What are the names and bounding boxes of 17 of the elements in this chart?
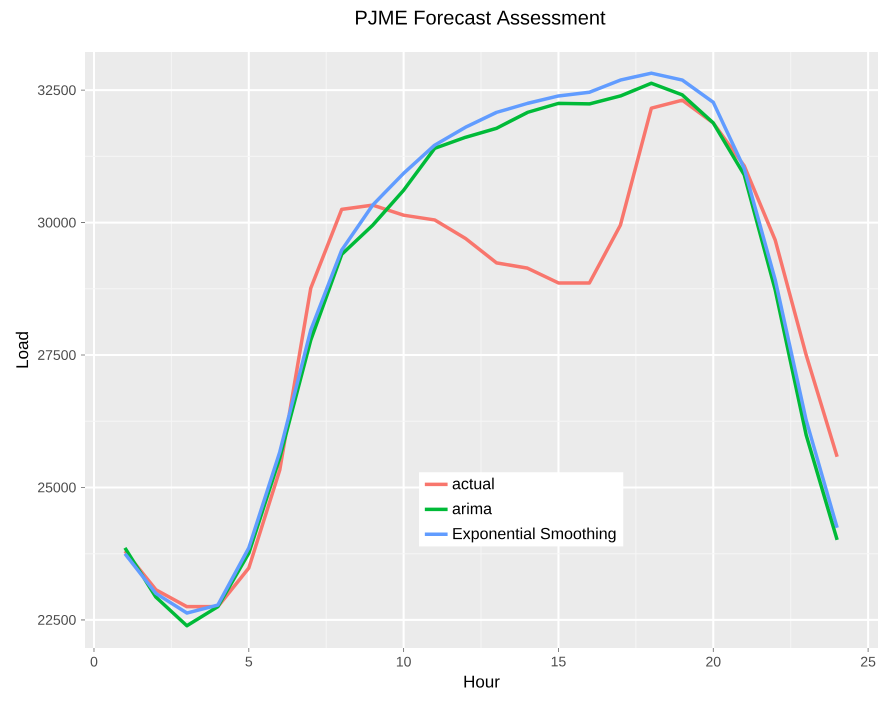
y-tick-label: 25000 — [38, 482, 76, 492]
x-tick-label: 15 — [552, 656, 566, 666]
x-tick-label: 5 — [245, 656, 252, 666]
y-tick-label: 30000 — [38, 218, 76, 228]
chart-title: PJME Forecast Assessment — [356, 10, 606, 25]
y-tick-label: 22500 — [38, 614, 76, 625]
legend-label: Exponential Smoothing — [453, 527, 616, 542]
x-tick-label: 20 — [706, 656, 721, 667]
legend-label: actual — [452, 478, 494, 490]
x-axis-title: Hour — [464, 676, 500, 688]
x-tick-label: 25 — [861, 656, 876, 667]
y-axis-title: Load — [16, 332, 28, 368]
x-tick-label: 0 — [90, 656, 98, 667]
legend-label: arima — [452, 502, 492, 514]
y-tick-label: 32500 — [38, 85, 76, 96]
y-tick-label: 27500 — [38, 350, 76, 360]
x-tick-label: 10 — [396, 656, 411, 667]
